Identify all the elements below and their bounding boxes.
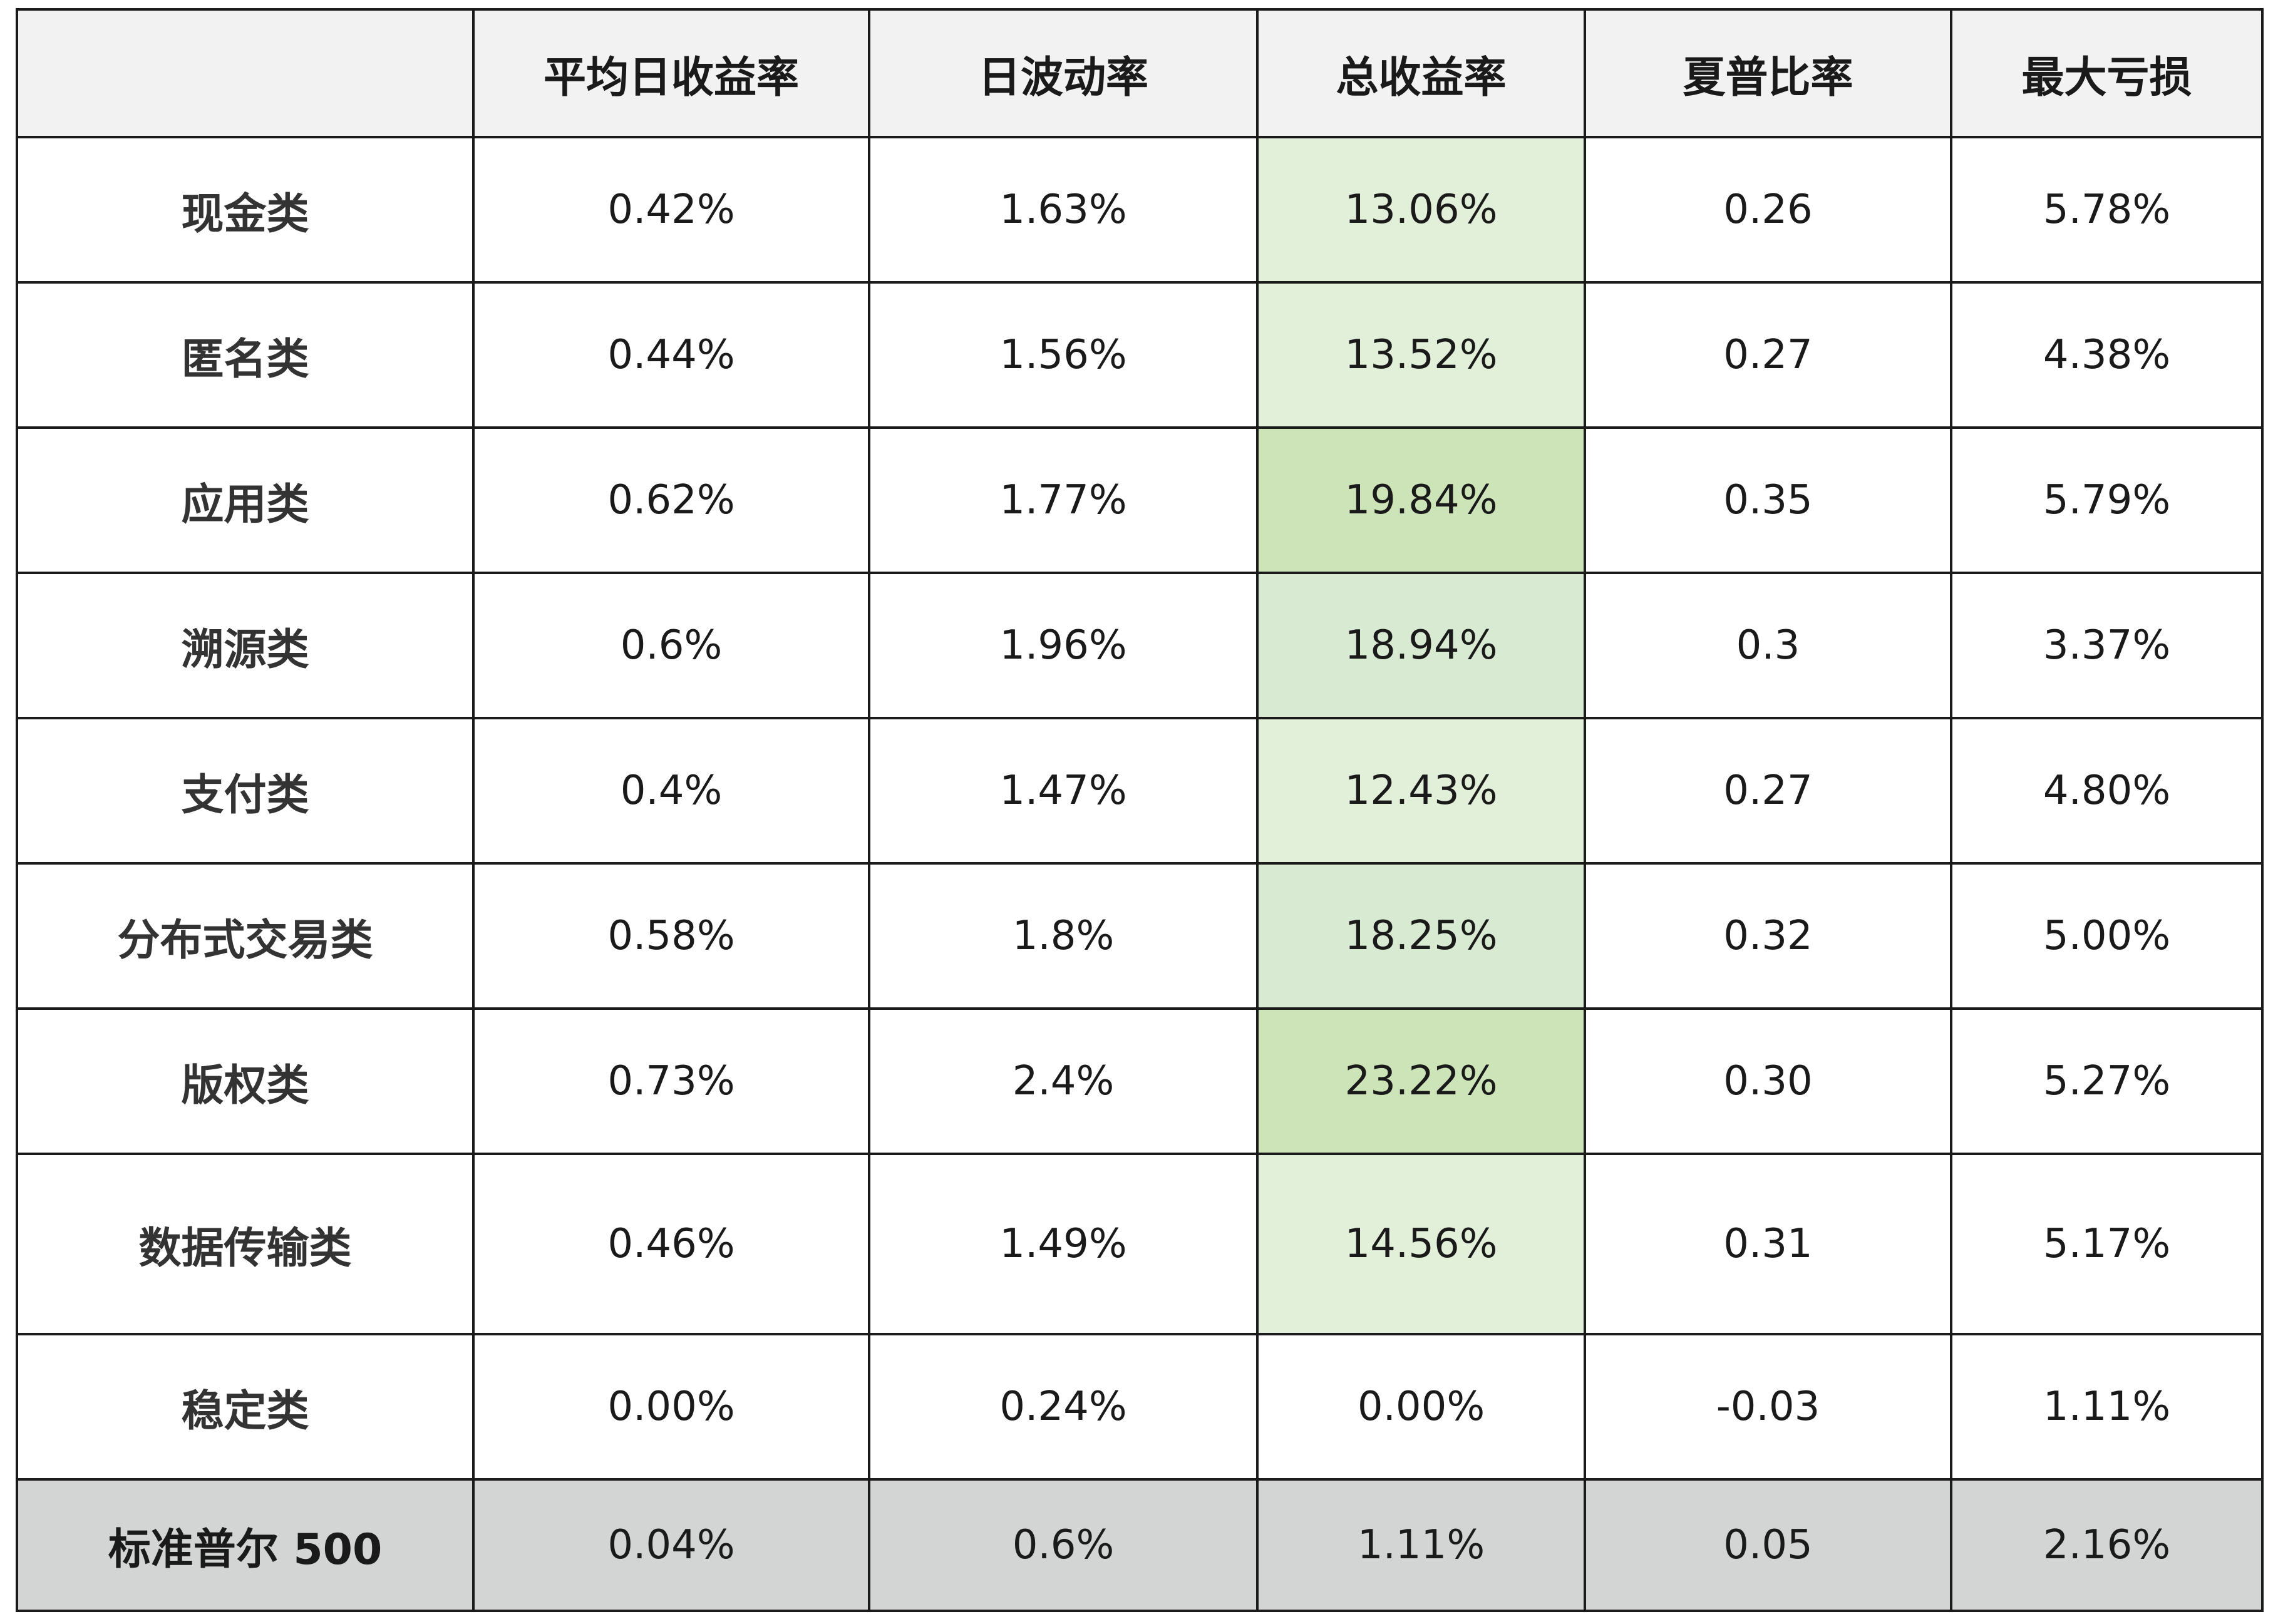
sharpe-ratio-cell: 0.32 bbox=[1584, 862, 1952, 1010]
daily-volatility-cell: 2.4% bbox=[868, 1007, 1259, 1155]
header-max-drawdown: 最大亏损 bbox=[1950, 8, 2264, 138]
table-row: 现金类 0.42% 1.63% 13.06% 0.26 5.78% bbox=[16, 136, 2264, 284]
row-label: 稳定类 bbox=[16, 1333, 475, 1481]
daily-volatility-cell: 1.96% bbox=[868, 572, 1259, 719]
table-row: 支付类 0.4% 1.47% 12.43% 0.27 4.80% bbox=[16, 717, 2264, 865]
sharpe-ratio-cell: 0.35 bbox=[1584, 426, 1952, 574]
header-corner bbox=[16, 8, 475, 138]
max-drawdown-cell: 4.80% bbox=[1950, 717, 2264, 865]
header-daily-volatility: 日波动率 bbox=[868, 8, 1259, 138]
sharpe-ratio-cell: 0.27 bbox=[1584, 281, 1952, 429]
row-label: 现金类 bbox=[16, 136, 475, 284]
table-row: 稳定类 0.00% 0.24% 0.00% -0.03 1.11% bbox=[16, 1333, 2264, 1481]
total-return-cell: 18.25% bbox=[1256, 862, 1586, 1010]
avg-daily-return-cell: 0.58% bbox=[472, 862, 870, 1010]
daily-volatility-cell: 1.49% bbox=[868, 1153, 1259, 1335]
table-row: 溯源类 0.6% 1.96% 18.94% 0.3 3.37% bbox=[16, 572, 2264, 719]
total-return-cell: 14.56% bbox=[1256, 1153, 1586, 1335]
avg-daily-return-cell: 0.73% bbox=[472, 1007, 870, 1155]
row-label: 分布式交易类 bbox=[16, 862, 475, 1010]
row-label: 应用类 bbox=[16, 426, 475, 574]
max-drawdown-cell: 5.79% bbox=[1950, 426, 2264, 574]
daily-volatility-cell: 1.77% bbox=[868, 426, 1259, 574]
sharpe-ratio-cell: 0.3 bbox=[1584, 572, 1952, 719]
avg-daily-return-cell: 0.04% bbox=[472, 1478, 870, 1612]
total-return-cell: 0.00% bbox=[1256, 1333, 1586, 1481]
table-row: 匿名类 0.44% 1.56% 13.52% 0.27 4.38% bbox=[16, 281, 2264, 429]
max-drawdown-cell: 5.78% bbox=[1950, 136, 2264, 284]
sharpe-ratio-cell: 0.31 bbox=[1584, 1153, 1952, 1335]
total-return-cell: 23.22% bbox=[1256, 1007, 1586, 1155]
table-row: 数据传输类 0.46% 1.49% 14.56% 0.31 5.17% bbox=[16, 1153, 2264, 1335]
avg-daily-return-cell: 0.6% bbox=[472, 572, 870, 719]
total-return-cell: 19.84% bbox=[1256, 426, 1586, 574]
row-label: 匿名类 bbox=[16, 281, 475, 429]
benchmark-row: 标准普尔 500 0.04% 0.6% 1.11% 0.05 2.16% bbox=[16, 1478, 2264, 1612]
daily-volatility-cell: 0.24% bbox=[868, 1333, 1259, 1481]
table-row: 分布式交易类 0.58% 1.8% 18.25% 0.32 5.00% bbox=[16, 862, 2264, 1010]
sharpe-ratio-cell: -0.03 bbox=[1584, 1333, 1952, 1481]
row-label: 数据传输类 bbox=[16, 1153, 475, 1335]
table-row: 版权类 0.73% 2.4% 23.22% 0.30 5.27% bbox=[16, 1007, 2264, 1155]
total-return-cell: 18.94% bbox=[1256, 572, 1586, 719]
header-total-return: 总收益率 bbox=[1256, 8, 1586, 138]
sharpe-ratio-cell: 0.27 bbox=[1584, 717, 1952, 865]
avg-daily-return-cell: 0.46% bbox=[472, 1153, 870, 1335]
row-label: 标准普尔 500 bbox=[16, 1478, 475, 1612]
row-label: 版权类 bbox=[16, 1007, 475, 1155]
avg-daily-return-cell: 0.00% bbox=[472, 1333, 870, 1481]
daily-volatility-cell: 0.6% bbox=[868, 1478, 1259, 1612]
total-return-cell: 13.52% bbox=[1256, 281, 1586, 429]
total-return-cell: 12.43% bbox=[1256, 717, 1586, 865]
max-drawdown-cell: 5.17% bbox=[1950, 1153, 2264, 1335]
max-drawdown-cell: 3.37% bbox=[1950, 572, 2264, 719]
avg-daily-return-cell: 0.44% bbox=[472, 281, 870, 429]
daily-volatility-cell: 1.56% bbox=[868, 281, 1259, 429]
total-return-cell: 1.11% bbox=[1256, 1478, 1586, 1612]
header-sharpe-ratio: 夏普比率 bbox=[1584, 8, 1952, 138]
table-row: 应用类 0.62% 1.77% 19.84% 0.35 5.79% bbox=[16, 426, 2264, 574]
table-body: 现金类 0.42% 1.63% 13.06% 0.26 5.78% 匿名类 0.44% 1.56… bbox=[16, 136, 2264, 1612]
sharpe-ratio-cell: 0.26 bbox=[1584, 136, 1952, 284]
total-return-cell: 13.06% bbox=[1256, 136, 1586, 284]
daily-volatility-cell: 1.47% bbox=[868, 717, 1259, 865]
avg-daily-return-cell: 0.4% bbox=[472, 717, 870, 865]
max-drawdown-cell: 5.00% bbox=[1950, 862, 2264, 1010]
daily-volatility-cell: 1.8% bbox=[868, 862, 1259, 1010]
avg-daily-return-cell: 0.42% bbox=[472, 136, 870, 284]
row-label: 支付类 bbox=[16, 717, 475, 865]
row-label: 溯源类 bbox=[16, 572, 475, 719]
max-drawdown-cell: 5.27% bbox=[1950, 1007, 2264, 1155]
max-drawdown-cell: 4.38% bbox=[1950, 281, 2264, 429]
max-drawdown-cell: 1.11% bbox=[1950, 1333, 2264, 1481]
max-drawdown-cell: 2.16% bbox=[1950, 1478, 2264, 1612]
daily-volatility-cell: 1.63% bbox=[868, 136, 1259, 284]
avg-daily-return-cell: 0.62% bbox=[472, 426, 870, 574]
sharpe-ratio-cell: 0.05 bbox=[1584, 1478, 1952, 1612]
header-avg-daily-return: 平均日收益率 bbox=[472, 8, 870, 138]
sharpe-ratio-cell: 0.30 bbox=[1584, 1007, 1952, 1155]
performance-table: 平均日收益率 日波动率 总收益率 夏普比率 最大亏损 现金类 0.42% 1.63%… bbox=[16, 8, 2264, 1612]
header-row: 平均日收益率 日波动率 总收益率 夏普比率 最大亏损 bbox=[16, 8, 2264, 138]
